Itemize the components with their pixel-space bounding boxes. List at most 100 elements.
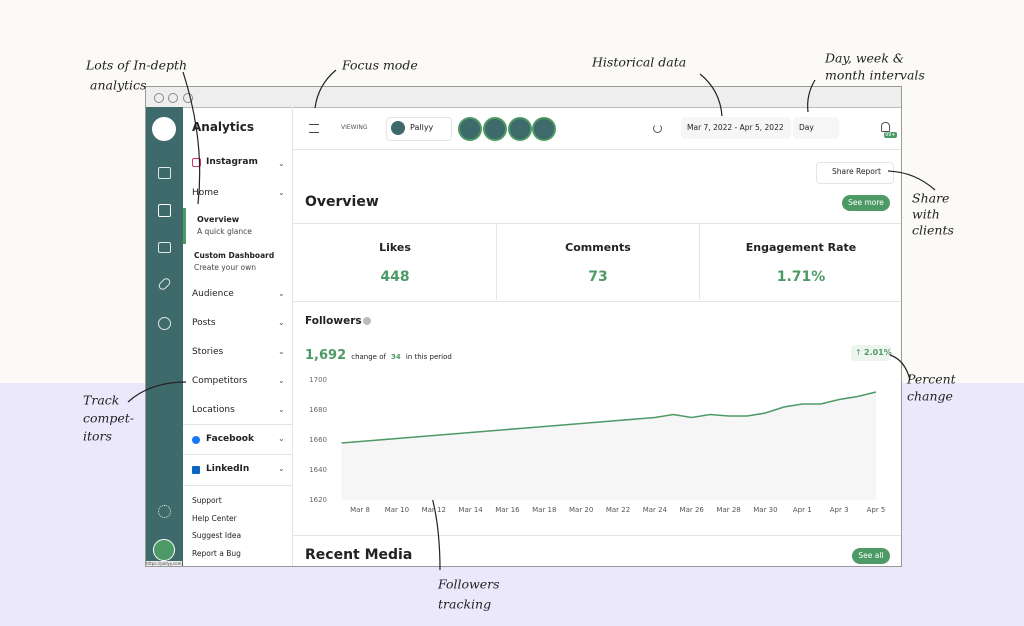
nav-link[interactable]: Support (192, 496, 222, 505)
arrow (887, 170, 936, 191)
chevron: ⌄ (278, 464, 285, 473)
metric-value: 73 (588, 269, 608, 285)
metric-label: Engagement Rate (745, 241, 857, 254)
nav-item[interactable]: Competitors (192, 376, 248, 386)
chevron: ⌄ (278, 405, 285, 414)
line (341, 391, 877, 444)
overview-title: Overview (305, 194, 379, 210)
annotation: clients (912, 223, 954, 238)
annotation: analytics (90, 78, 146, 93)
nav-facebook[interactable]: Facebook (206, 434, 254, 444)
nav-link[interactable]: Report a Bug (192, 548, 241, 558)
y-tick-label: 1680 (309, 406, 327, 414)
percent-arrow: ↑ (855, 348, 862, 357)
date-range: Mar 7, 2022 - Apr 5, 2022 (687, 123, 784, 132)
annotation: Lots of In-depth (85, 58, 187, 73)
metric-divider (496, 223, 497, 300)
inbox-icon[interactable] (158, 242, 171, 253)
notification-badge: 99+ (884, 132, 897, 138)
change-value: 34 (391, 353, 401, 361)
followers-total: 1,692 change of 34 in this period (305, 344, 452, 363)
x-tick-label: Mar 16 (495, 506, 520, 514)
account-avatar[interactable] (483, 117, 507, 141)
see-all-button[interactable]: See all (852, 548, 890, 564)
interval-picker[interactable] (793, 117, 839, 139)
see-more-button[interactable]: See more (842, 195, 890, 211)
nav-link[interactable]: Help Center (192, 513, 237, 523)
info-icon[interactable] (363, 317, 371, 325)
avatar[interactable] (153, 539, 175, 561)
profile-picker[interactable] (386, 117, 452, 141)
annotation: compet- (83, 411, 134, 426)
sidebar-title: Analytics (192, 120, 254, 134)
nav-custom[interactable]: Custom Dashboard (194, 251, 275, 260)
metric-divider (699, 223, 700, 300)
facebook-icon (192, 436, 200, 444)
x-tick-label: Apr 1 (793, 506, 812, 514)
window-button[interactable] (168, 93, 178, 103)
chevron: ⌄ (278, 159, 285, 168)
annotation: Followers (437, 577, 500, 592)
x-tick-label: Mar 14 (458, 506, 483, 514)
refresh-icon[interactable] (653, 124, 662, 133)
share-button[interactable] (816, 162, 894, 184)
analytics-icon[interactable] (158, 204, 171, 217)
nav-overview-sub: A quick glance (197, 227, 252, 236)
nav-panel (183, 107, 293, 566)
change-text: change of (351, 353, 386, 361)
nav-instagram[interactable]: Instagram (206, 157, 258, 167)
x-tick-label: Apr 3 (830, 506, 849, 514)
nav-overview[interactable]: Overview (197, 215, 240, 224)
chevron: ⌄ (278, 188, 285, 197)
area (341, 392, 877, 500)
explore-icon[interactable] (158, 317, 171, 330)
y-tick-label: 1640 (309, 466, 327, 474)
arrow (889, 354, 911, 381)
settings-icon[interactable] (158, 505, 171, 518)
metric-value: 448 (380, 269, 410, 285)
window-button[interactable] (183, 93, 193, 103)
x-tick-label: Mar 20 (569, 506, 593, 514)
x-tick-label: Mar 12 (422, 506, 446, 514)
account-avatar[interactable] (508, 117, 532, 141)
nav-linkedin[interactable]: LinkedIn (206, 464, 250, 474)
x-tick-label: Mar 26 (680, 506, 705, 514)
title-bar (146, 87, 901, 108)
instagram-icon (192, 158, 201, 167)
x-tick-label: Mar 10 (385, 506, 409, 514)
chevron: ⌄ (278, 376, 285, 385)
nav-item[interactable]: Posts (192, 318, 216, 328)
x-tick-label: Mar 28 (716, 506, 740, 514)
annotation: tracking (438, 597, 491, 612)
window-button[interactable] (154, 93, 164, 103)
divider (183, 424, 292, 425)
followers-title: Followers (305, 315, 362, 327)
x-tick-label: Mar 30 (753, 506, 777, 514)
profile-name: Pallyy (410, 123, 434, 132)
x-tick-label: Apr 5 (867, 506, 886, 514)
chevron: ⌄ (278, 318, 285, 327)
bell-icon[interactable] (881, 122, 890, 132)
account-avatar[interactable] (532, 117, 556, 141)
calendar-icon[interactable] (158, 167, 171, 179)
icon-rail (146, 107, 183, 566)
nav-item[interactable]: Stories (192, 347, 224, 357)
date-picker[interactable] (681, 117, 791, 139)
status-url: https://pallyy.com (146, 561, 182, 566)
x-tick-label: Mar 22 (606, 506, 630, 514)
y-tick-label: 1700 (309, 376, 327, 384)
nav-link[interactable]: Suggest Idea (192, 531, 242, 540)
divider (183, 485, 292, 486)
account-avatar[interactable] (458, 117, 482, 141)
followers-chart: 1620 1640 1660 1680 1700 Mar 8 Mar 10 Mar 12 Mar… (309, 376, 885, 514)
logo[interactable] (152, 117, 176, 141)
nav-home[interactable]: Home (192, 188, 219, 198)
annotation: change (907, 389, 953, 404)
nav-custom-sub: Create your own (194, 263, 257, 272)
recent-media-title: Recent Media (305, 547, 413, 563)
nav-item[interactable]: Locations (192, 405, 235, 415)
nav-item[interactable]: Audience (192, 289, 234, 299)
menu-icon[interactable] (309, 124, 319, 133)
